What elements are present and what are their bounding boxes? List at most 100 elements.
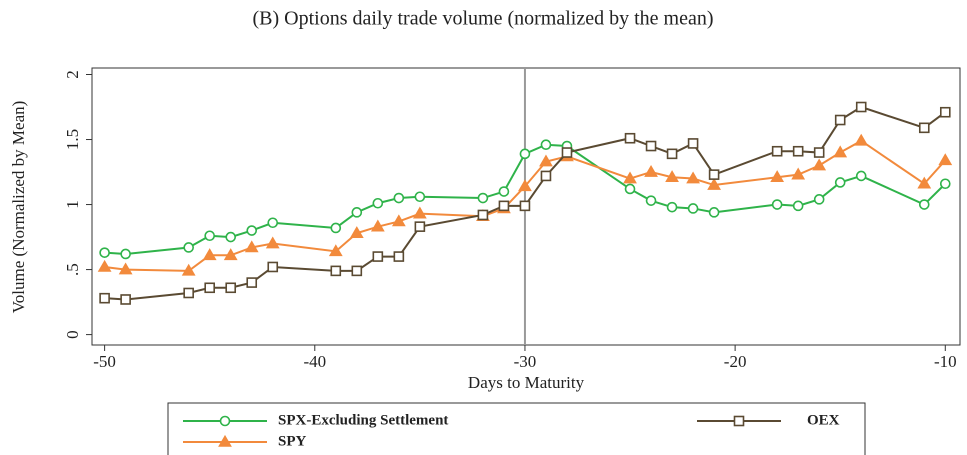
marker xyxy=(771,199,783,210)
marker xyxy=(539,154,553,167)
marker xyxy=(939,178,951,190)
marker xyxy=(624,183,636,195)
marker xyxy=(707,177,721,190)
marker xyxy=(917,176,932,189)
y-tick-label: 2 xyxy=(63,70,82,79)
marker xyxy=(665,170,679,183)
legend-label: OEX xyxy=(807,412,840,428)
marker xyxy=(686,171,700,184)
marker xyxy=(412,206,427,219)
x-tick-label: -30 xyxy=(514,352,537,371)
marker xyxy=(393,192,405,204)
marker xyxy=(498,186,510,197)
marker xyxy=(812,158,827,171)
x-tick-label: -40 xyxy=(303,352,326,371)
marker xyxy=(202,248,217,261)
marker xyxy=(834,177,846,188)
marker xyxy=(939,106,951,118)
marker xyxy=(97,259,112,272)
marker xyxy=(855,170,867,182)
marker xyxy=(644,164,658,177)
marker xyxy=(219,415,231,427)
marker xyxy=(218,434,232,447)
marker xyxy=(267,261,279,273)
marker xyxy=(792,145,804,157)
marker xyxy=(792,200,804,212)
marker xyxy=(834,114,846,126)
marker xyxy=(855,101,867,113)
marker xyxy=(183,287,194,299)
x-tick-label: -50 xyxy=(93,352,116,371)
legend-label: SPY xyxy=(278,433,307,449)
marker xyxy=(330,265,342,277)
y-tick-label: 1 xyxy=(63,200,82,209)
marker xyxy=(223,248,238,261)
marker xyxy=(246,277,258,288)
marker xyxy=(477,209,489,221)
marker xyxy=(708,207,720,218)
marker xyxy=(244,240,259,253)
x-axis-label: Days to Maturity xyxy=(468,373,585,392)
marker xyxy=(99,292,110,304)
marker xyxy=(687,138,699,149)
marker xyxy=(645,195,657,206)
y-tick-label: .5 xyxy=(63,263,82,276)
chart-title: (B) Options daily trade volume (normaliz… xyxy=(253,8,714,30)
marker xyxy=(477,192,489,204)
legend-label: SPX-Excluding Settlement xyxy=(278,412,448,428)
plot-frame xyxy=(91,67,961,346)
marker xyxy=(330,222,342,234)
x-tick-label: -20 xyxy=(724,352,747,371)
marker xyxy=(813,147,825,158)
marker xyxy=(414,221,426,232)
marker xyxy=(99,247,110,258)
marker xyxy=(771,145,783,157)
marker xyxy=(120,248,131,260)
marker xyxy=(391,214,406,227)
marker xyxy=(833,145,848,158)
marker xyxy=(645,140,657,152)
legend-box xyxy=(167,402,866,455)
marker xyxy=(519,148,531,160)
marker xyxy=(666,201,678,213)
marker xyxy=(791,167,806,180)
marker xyxy=(624,132,636,144)
y-tick-label: 0 xyxy=(63,330,82,339)
marker xyxy=(181,263,196,276)
marker xyxy=(414,191,426,203)
marker xyxy=(393,251,405,262)
marker xyxy=(561,147,573,158)
marker xyxy=(351,265,363,277)
marker xyxy=(118,262,133,275)
marker xyxy=(918,122,930,134)
marker xyxy=(519,200,531,212)
marker xyxy=(518,179,532,192)
marker xyxy=(733,415,745,427)
marker xyxy=(265,236,280,249)
marker xyxy=(225,231,237,243)
y-axis-label: Volume (Normalized by Mean) xyxy=(9,101,28,314)
marker xyxy=(372,251,384,262)
marker xyxy=(854,133,869,146)
marker xyxy=(666,148,678,160)
marker xyxy=(540,170,552,182)
marker xyxy=(225,282,237,294)
marker xyxy=(372,197,384,209)
marker xyxy=(204,282,215,294)
marker xyxy=(351,207,363,218)
marker xyxy=(370,219,385,232)
marker xyxy=(918,199,930,210)
marker xyxy=(938,153,953,166)
x-tick-label: -10 xyxy=(934,352,957,371)
marker xyxy=(708,169,720,180)
marker xyxy=(498,200,510,212)
marker xyxy=(246,225,258,236)
marker xyxy=(328,244,343,257)
marker xyxy=(687,203,699,214)
marker xyxy=(204,230,215,242)
marker xyxy=(120,294,131,305)
y-tick-label: 1.5 xyxy=(63,129,82,150)
marker xyxy=(349,226,364,238)
marker xyxy=(183,242,194,253)
